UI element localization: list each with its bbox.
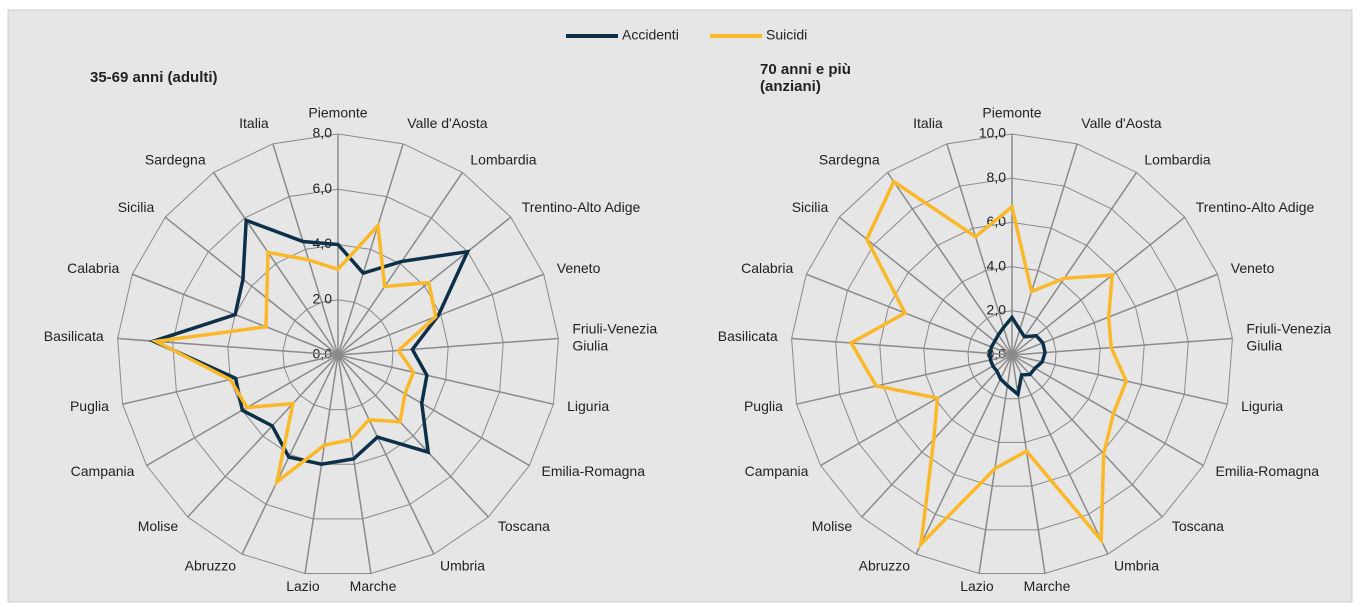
- grid-ring: [879, 221, 1145, 487]
- spoke: [164, 216, 339, 356]
- category-label: Toscana: [1172, 518, 1224, 534]
- grid-ring: [117, 133, 559, 575]
- category-label: Lazio: [286, 578, 320, 594]
- category-label: Valle d'Aosta: [407, 115, 487, 131]
- spoke: [337, 216, 512, 356]
- category-label: Liguria: [1241, 398, 1283, 414]
- spoke: [187, 354, 339, 518]
- spoke: [337, 143, 404, 356]
- spoke: [272, 143, 339, 356]
- y-tick-label: 2,0: [313, 290, 333, 306]
- category-label: Italia: [913, 115, 943, 131]
- spoke: [806, 273, 1013, 356]
- category-label: Abruzzo: [185, 557, 237, 573]
- category-label: Veneto: [1231, 260, 1275, 276]
- category-label: Molise: [138, 518, 179, 534]
- category-label: Italia: [239, 115, 269, 131]
- category-label: Trentino-Alto Adige: [1196, 199, 1315, 215]
- spoke: [1011, 354, 1228, 405]
- spoke: [1011, 354, 1204, 467]
- spoke: [1011, 273, 1218, 356]
- spoke: [212, 171, 339, 356]
- category-label: Marche: [1024, 578, 1071, 594]
- spoke: [337, 354, 530, 467]
- grid-ring: [282, 299, 394, 411]
- spoke: [1011, 143, 1078, 356]
- spoke: [1011, 354, 1109, 555]
- category-label: Campania: [71, 463, 135, 479]
- legend-label: Suicidi: [766, 27, 807, 43]
- spoke: [337, 354, 435, 555]
- chart-title: 35-69 anni (adulti): [90, 69, 218, 86]
- category-label: Calabria: [741, 260, 793, 276]
- spoke: [1011, 216, 1186, 356]
- category-label: Lazio: [960, 578, 994, 594]
- category-label: Sardegna: [145, 152, 206, 168]
- grid-ring: [835, 177, 1189, 531]
- category-label: Calabria: [67, 260, 119, 276]
- category-label: Puglia: [70, 398, 109, 414]
- y-tick-label: 4,0: [987, 257, 1007, 273]
- spoke: [886, 171, 1013, 356]
- spoke: [337, 337, 559, 356]
- series-line: [848, 178, 1129, 550]
- category-label: Sicilia: [118, 199, 155, 215]
- category-label: Toscana: [498, 518, 550, 534]
- spoke: [241, 354, 339, 555]
- spoke: [337, 354, 554, 405]
- category-label: Veneto: [557, 260, 601, 276]
- legend-label: Accidenti: [622, 27, 679, 43]
- grid-ring: [172, 188, 504, 520]
- spoke: [337, 354, 372, 574]
- series-line: [150, 221, 438, 487]
- category-label: Molise: [812, 518, 853, 534]
- category-label: Lombardia: [470, 152, 536, 168]
- spoke: [337, 273, 544, 356]
- series-line: [148, 217, 471, 467]
- category-label: Trentino-Alto Adige: [522, 199, 641, 215]
- category-label: Marche: [350, 578, 397, 594]
- spoke: [791, 337, 1013, 356]
- category-label: Valle d'Aosta: [1081, 115, 1161, 131]
- category-label: Friuli-Venezia Giulia: [572, 320, 657, 353]
- category-label: Umbria: [1114, 557, 1159, 573]
- panel: [7, 9, 1353, 603]
- category-label: Emilia-Romagna: [542, 463, 646, 479]
- spoke: [337, 354, 489, 518]
- category-label: Basilicata: [718, 328, 778, 344]
- grid-ring: [923, 266, 1101, 443]
- spoke: [915, 354, 1013, 555]
- spoke: [820, 354, 1013, 467]
- y-tick-label: 6,0: [313, 180, 333, 196]
- category-label: Piemonte: [308, 105, 367, 121]
- y-tick-label: 8,0: [313, 125, 333, 141]
- series-line: [988, 314, 1047, 398]
- category-label: Emilia-Romagna: [1216, 463, 1320, 479]
- category-label: Friuli-Venezia Giulia: [1246, 320, 1331, 353]
- category-label: Piemonte: [982, 105, 1041, 121]
- category-label: Sicilia: [792, 199, 829, 215]
- grid-ring: [791, 133, 1233, 575]
- spoke: [861, 354, 1013, 518]
- chart-title: 70 anni e più (anziani): [760, 61, 851, 95]
- category-label: Basilicata: [44, 328, 104, 344]
- category-label: Umbria: [440, 557, 485, 573]
- category-label: Campania: [745, 463, 809, 479]
- grid-ring: [967, 310, 1057, 400]
- spoke: [978, 354, 1013, 574]
- category-label: Puglia: [744, 398, 783, 414]
- category-label: Liguria: [567, 398, 609, 414]
- category-label: Abruzzo: [859, 557, 911, 573]
- category-label: Lombardia: [1144, 152, 1210, 168]
- spoke: [1011, 337, 1233, 356]
- category-label: Sardegna: [819, 152, 880, 168]
- y-tick-label: 8,0: [987, 169, 1007, 185]
- spoke: [946, 143, 1013, 356]
- y-tick-label: 10,0: [979, 125, 1006, 141]
- y-tick-label: 2,0: [987, 302, 1007, 318]
- spoke: [796, 354, 1013, 405]
- spoke: [1011, 171, 1138, 356]
- spoke: [1011, 354, 1163, 518]
